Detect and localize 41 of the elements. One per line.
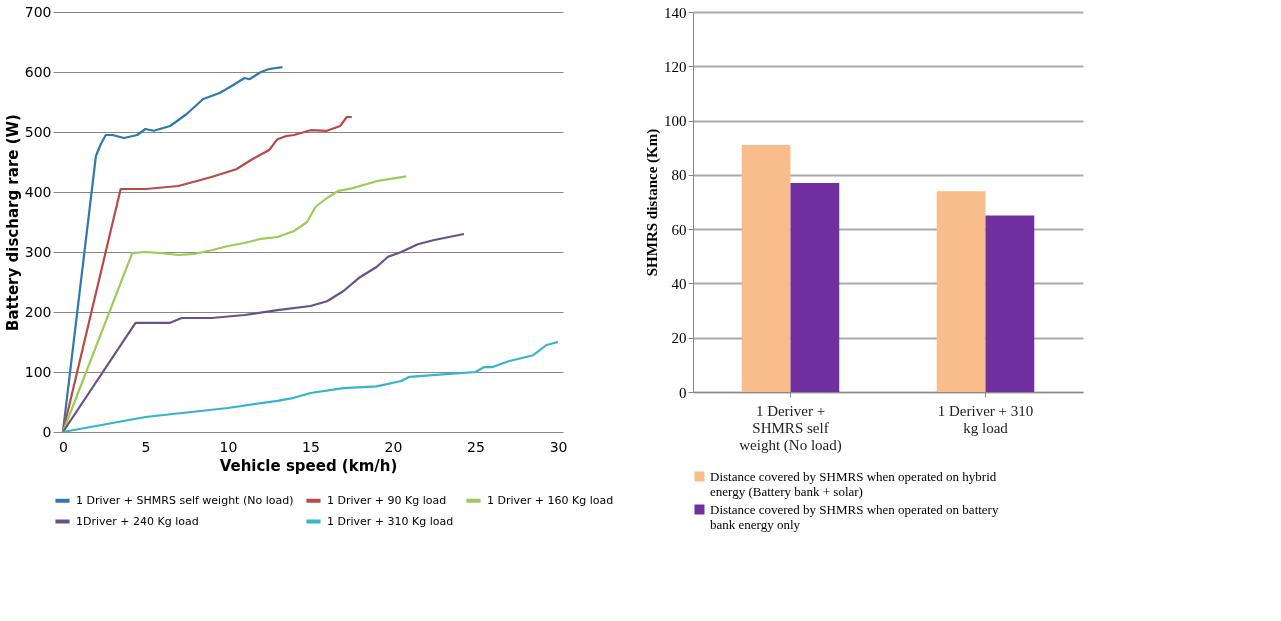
line-series <box>61 175 408 434</box>
y-tick-label: 100 <box>664 113 687 130</box>
y-tick-label: 200 <box>24 303 52 320</box>
y-tick-label: 0 <box>679 384 687 401</box>
legend-label: 1 Driver + 310 Kg load <box>327 514 454 528</box>
x-tick-label: 1 Deriver + 310 kg load <box>937 402 1034 436</box>
y-tick-label: 400 <box>24 183 52 200</box>
x-tick-label: 0 <box>58 438 68 455</box>
line-series <box>61 232 466 434</box>
x-axis-title: Vehicle speed (km/h) <box>219 456 398 475</box>
legend-label: 1 Driver + 90 Kg load <box>327 493 447 507</box>
x-tick-label: 15 <box>302 438 320 455</box>
bar <box>985 215 1035 392</box>
bar <box>790 183 840 392</box>
x-tick-label: 10 <box>219 438 238 455</box>
y-axis-title: SHMRS distance (Km) <box>644 128 661 277</box>
y-tick-label: 80 <box>671 167 687 184</box>
x-tick-label: 25 <box>467 438 485 455</box>
y-tick-label: 700 <box>24 3 52 20</box>
y-tick-label: 300 <box>24 243 52 260</box>
line-series <box>61 340 560 434</box>
bar <box>936 191 986 392</box>
y-tick-label: 20 <box>671 330 687 347</box>
y-tick-label: 140 <box>664 4 687 21</box>
y-axis-title: Battery discharg rare (W) <box>3 114 22 331</box>
legend-label: 1 Driver + SHMRS self weight (No load) <box>76 493 294 507</box>
y-tick-label: 100 <box>24 363 52 380</box>
y-tick-label: 120 <box>664 58 687 75</box>
y-tick-label: 600 <box>24 63 52 80</box>
y-tick-label: 40 <box>671 275 687 292</box>
x-tick-label: 30 <box>549 438 568 455</box>
x-tick-label: 1 Deriver + SHMRS self weight (No load) <box>739 402 842 454</box>
x-tick-label: 5 <box>141 438 151 455</box>
legend-label: 1Driver + 240 Kg load <box>76 514 199 528</box>
legend-label: Distance covered by SHMRS when operated on hybrid energy (Battery bank + solar) <box>710 468 997 499</box>
legend-label: Distance covered by SHMRS when operated on battery bank energy only <box>710 501 999 532</box>
y-tick-label: 60 <box>671 221 687 238</box>
y-tick-label: 500 <box>24 123 52 140</box>
bar <box>741 145 791 392</box>
x-tick-label: 20 <box>384 438 403 455</box>
legend-label: 1 Driver + 160 Kg load <box>487 493 614 507</box>
